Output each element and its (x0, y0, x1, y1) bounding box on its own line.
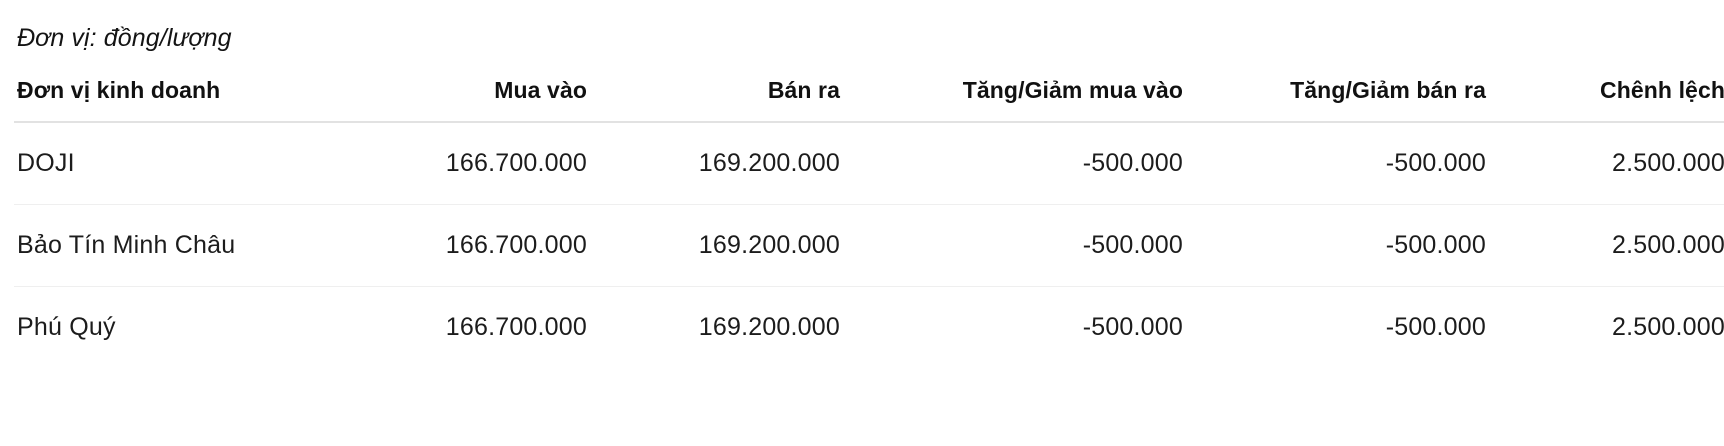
column-header-business-unit[interactable]: Đơn vị kinh doanh (17, 77, 221, 103)
cell-change-sell-price: -500.000 (1385, 149, 1486, 177)
cell-change-sell-price: -500.000 (1385, 313, 1486, 341)
table-row: Phú Quý 166.700.000 169.200.000 -500.000… (14, 286, 1724, 369)
cell-sell-price: 169.200.000 (698, 313, 840, 341)
column-header-sell-price[interactable]: Bán ra (767, 77, 840, 103)
table-row: DOJI 166.700.000 169.200.000 -500.000 -5… (14, 122, 1724, 205)
table-header-row: Đơn vị kinh doanh Mua vào Bán ra Tăng/Gi… (14, 77, 1724, 122)
cell-business-unit: Bảo Tín Minh Châu (17, 231, 236, 259)
cell-buy-price: 166.700.000 (445, 149, 587, 177)
cell-sell-price: 169.200.000 (698, 231, 840, 259)
cell-change-buy-price: -500.000 (1082, 231, 1183, 259)
cell-business-unit: Phú Quý (17, 313, 116, 341)
cell-sell-price: 169.200.000 (698, 149, 840, 177)
table-header: Đơn vị kinh doanh Mua vào Bán ra Tăng/Gi… (14, 77, 1724, 122)
cell-spread: 2.500.000 (1611, 231, 1724, 259)
column-header-buy-price[interactable]: Mua vào (494, 77, 587, 103)
cell-change-buy-price: -500.000 (1082, 149, 1183, 177)
column-header-change-buy-price[interactable]: Tăng/Giảm mua vào (962, 77, 1183, 103)
unit-caption: Đơn vị: đồng/lượng (17, 24, 232, 52)
column-header-spread[interactable]: Chênh lệch (1600, 77, 1724, 103)
cell-spread: 2.500.000 (1611, 313, 1724, 341)
table-body: DOJI 166.700.000 169.200.000 -500.000 -5… (14, 122, 1724, 368)
cell-buy-price: 166.700.000 (445, 313, 587, 341)
gold-price-table: Đơn vị kinh doanh Mua vào Bán ra Tăng/Gi… (14, 77, 1724, 368)
cell-change-sell-price: -500.000 (1385, 231, 1486, 259)
table-row: Bảo Tín Minh Châu 166.700.000 169.200.00… (14, 204, 1724, 287)
cell-buy-price: 166.700.000 (445, 231, 587, 259)
column-header-change-sell-price[interactable]: Tăng/Giảm bán ra (1290, 77, 1486, 103)
cell-business-unit: DOJI (17, 149, 75, 177)
cell-change-buy-price: -500.000 (1082, 313, 1183, 341)
cell-spread: 2.500.000 (1611, 149, 1724, 177)
